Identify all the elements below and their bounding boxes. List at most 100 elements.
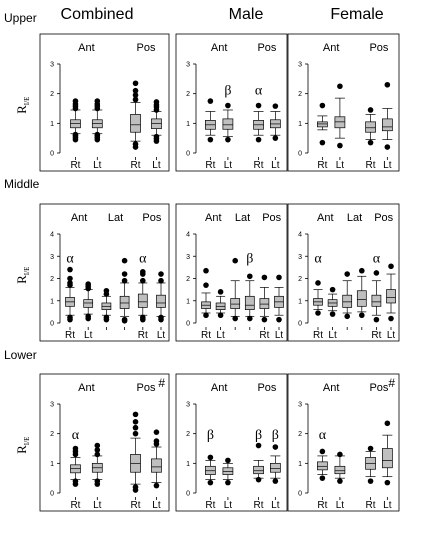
outlier-point	[203, 312, 209, 319]
outlier-point	[315, 280, 321, 286]
outlier-point	[72, 478, 79, 484]
outlier-point	[121, 271, 128, 277]
y-tick-label: 4	[186, 232, 190, 239]
significance-mark: β	[224, 84, 231, 99]
outlier-point	[225, 479, 231, 486]
box-plot	[83, 281, 94, 322]
outlier-point	[94, 131, 101, 138]
y-axis-label-subscript: I/E	[23, 437, 31, 446]
x-tick-label: Rt	[65, 330, 75, 341]
box-iqr	[317, 121, 328, 128]
outlier-point	[225, 136, 231, 143]
outlier-point	[384, 420, 391, 427]
box-plot	[253, 102, 264, 143]
y-tick-label: 3	[186, 62, 190, 69]
outlier-point	[329, 286, 336, 293]
y-tick-label: 3	[50, 254, 54, 261]
y-tick-label: 4	[50, 232, 54, 239]
y-axis-label: RI/E	[14, 97, 31, 114]
y-tick-label: 1	[298, 121, 302, 128]
outlier-point	[121, 257, 128, 264]
outlier-point	[207, 454, 214, 461]
outlier-point	[319, 475, 326, 481]
box-iqr	[259, 298, 270, 309]
x-tick-label: Lt	[387, 330, 396, 341]
outlier-point	[388, 315, 394, 322]
outlier-point	[207, 98, 214, 104]
outlier-point	[255, 102, 262, 109]
box-plot	[215, 289, 226, 319]
box-plot	[222, 102, 234, 143]
significance-mark: α	[255, 84, 263, 99]
x-tick-label: Lt	[336, 500, 345, 511]
outlier-point	[94, 451, 101, 458]
x-tick-label: Lt	[224, 500, 233, 511]
y-tick-label: 3	[50, 62, 54, 69]
box-plot	[365, 107, 376, 146]
x-tick-label: Rt	[254, 500, 264, 511]
x-tick-label: Lt	[271, 160, 280, 171]
significance-mark: α	[314, 251, 322, 266]
y-axis-labels: RI/E RI/E RI/E	[14, 97, 31, 454]
x-tick-label: Lt	[84, 330, 93, 341]
group-label: Pos	[142, 212, 161, 224]
box-iqr	[253, 465, 264, 475]
y-tick-label: 1	[186, 298, 190, 305]
y-tick-label: 2	[186, 91, 190, 98]
outlier-point	[329, 311, 336, 317]
corner-mark: #	[388, 376, 395, 390]
box-iqr	[151, 118, 162, 130]
outlier-point	[203, 282, 209, 288]
column-header-female: Female	[330, 6, 383, 23]
panel-frame	[39, 33, 170, 172]
x-tick-label: Rt	[317, 500, 327, 511]
y-tick-label: 3	[186, 254, 190, 261]
outlier-point	[247, 315, 253, 322]
y-tick-label: 1	[186, 121, 190, 128]
outlier-point	[85, 281, 91, 287]
y-axis-label-text: RI/E	[14, 437, 31, 454]
significance-mark: β	[255, 428, 262, 443]
panel-frame	[175, 203, 288, 342]
outlier-point	[319, 448, 326, 455]
box-plot	[317, 102, 328, 146]
outlier-point	[344, 313, 351, 320]
x-tick-label: Rt	[70, 500, 80, 511]
outlier-point	[388, 263, 394, 270]
box-plot	[70, 445, 81, 487]
panel-middle-male: 0 1 2 3 4 Ant Lat Pos Rt Lt Rt Lt β	[175, 203, 288, 342]
y-axis-label-text: RI/E	[14, 267, 31, 284]
outlier-point	[337, 83, 343, 90]
y-tick-label: 0	[186, 151, 190, 158]
outlier-point	[153, 133, 160, 140]
box-iqr	[244, 295, 255, 310]
y-tick-label: 0	[186, 491, 190, 498]
group-label: Ant	[323, 382, 340, 394]
box-iqr	[151, 458, 162, 473]
box-plot	[356, 267, 367, 319]
outlier-point	[140, 277, 146, 284]
outlier-point	[158, 277, 164, 284]
box-iqr	[342, 294, 353, 308]
outlier-point	[367, 139, 374, 146]
panel-frame	[287, 203, 400, 342]
x-tick-label: Rt	[70, 160, 80, 171]
outlier-point	[67, 275, 73, 282]
box-plot	[91, 98, 103, 143]
significance-mark: α	[66, 251, 74, 266]
box-iqr	[371, 294, 382, 307]
outlier-point	[153, 438, 160, 444]
outlier-point	[132, 96, 139, 103]
x-tick-label: Rt	[131, 500, 141, 511]
y-tick-label: 2	[50, 276, 54, 283]
y-tick-label: 3	[50, 402, 54, 409]
outlier-point	[94, 442, 101, 449]
box-plot	[270, 444, 281, 484]
row-label-lower: Lower	[4, 348, 37, 362]
group-label: Ant	[71, 212, 88, 224]
panel-frame	[287, 373, 400, 512]
outlier-point	[72, 445, 79, 452]
y-tick-label: 1	[50, 121, 54, 128]
y-axis-label-subscript: I/E	[23, 97, 31, 106]
box-plot	[334, 451, 346, 484]
